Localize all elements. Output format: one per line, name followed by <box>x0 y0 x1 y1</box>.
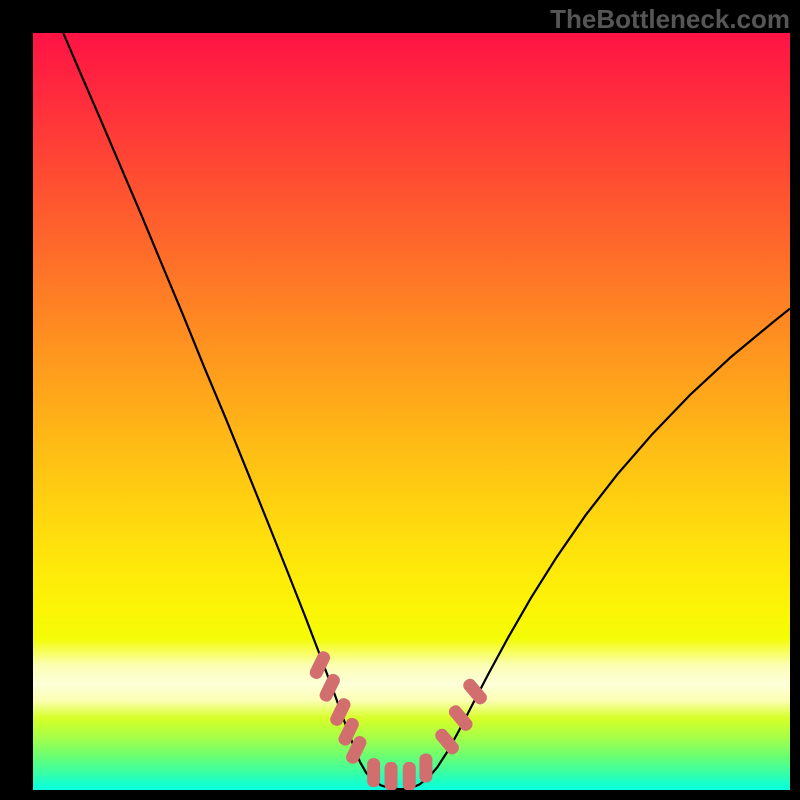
watermark-text: TheBottleneck.com <box>550 4 790 35</box>
bottleneck-chart <box>33 33 790 790</box>
tick-mark <box>403 762 416 790</box>
tick-mark <box>385 762 398 790</box>
tick-mark <box>419 754 432 783</box>
chart-background-gradient <box>33 33 790 790</box>
tick-mark <box>367 758 380 787</box>
